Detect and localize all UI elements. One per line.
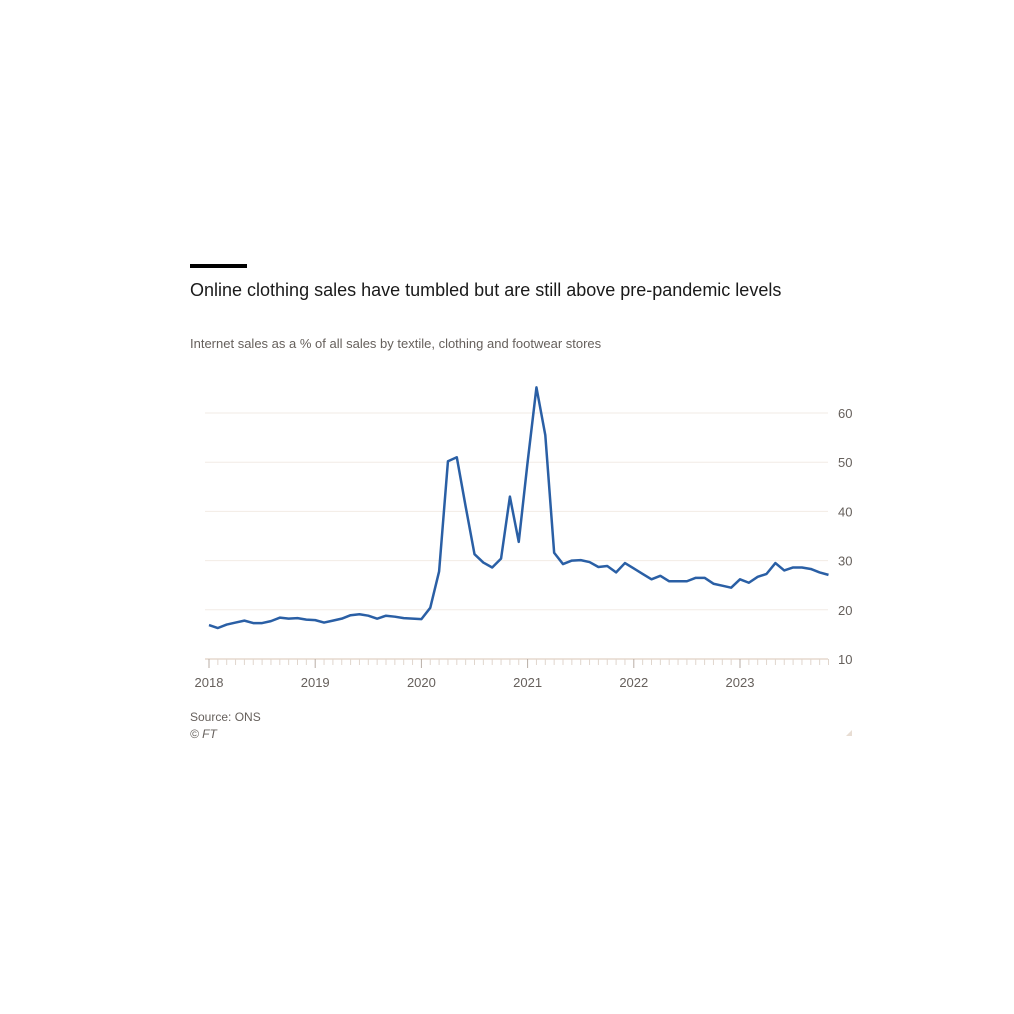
y-tick-label: 60 xyxy=(838,406,852,421)
series-line xyxy=(208,386,829,630)
title-accent-bar xyxy=(190,264,247,268)
chart-subtitle: Internet sales as a % of all sales by te… xyxy=(190,336,602,351)
y-tick-label: 20 xyxy=(838,603,852,618)
copyright-note: © FT xyxy=(190,727,217,741)
x-tick-label: 2022 xyxy=(619,675,648,690)
y-tick-label: 30 xyxy=(838,554,852,569)
x-tick-label: 2023 xyxy=(726,675,755,690)
x-tick-label: 2021 xyxy=(513,675,542,690)
y-tick-label: 10 xyxy=(838,652,852,667)
y-tick-label: 40 xyxy=(838,504,852,519)
source-note: Source: ONS xyxy=(190,710,261,724)
chart-title: Online clothing sales have tumbled but a… xyxy=(190,280,782,300)
resize-corner-icon xyxy=(846,730,852,736)
x-tick-label: 2018 xyxy=(195,675,224,690)
x-tick-label: 2019 xyxy=(301,675,330,690)
y-tick-label: 50 xyxy=(838,455,852,470)
x-tick-label: 2020 xyxy=(407,675,436,690)
